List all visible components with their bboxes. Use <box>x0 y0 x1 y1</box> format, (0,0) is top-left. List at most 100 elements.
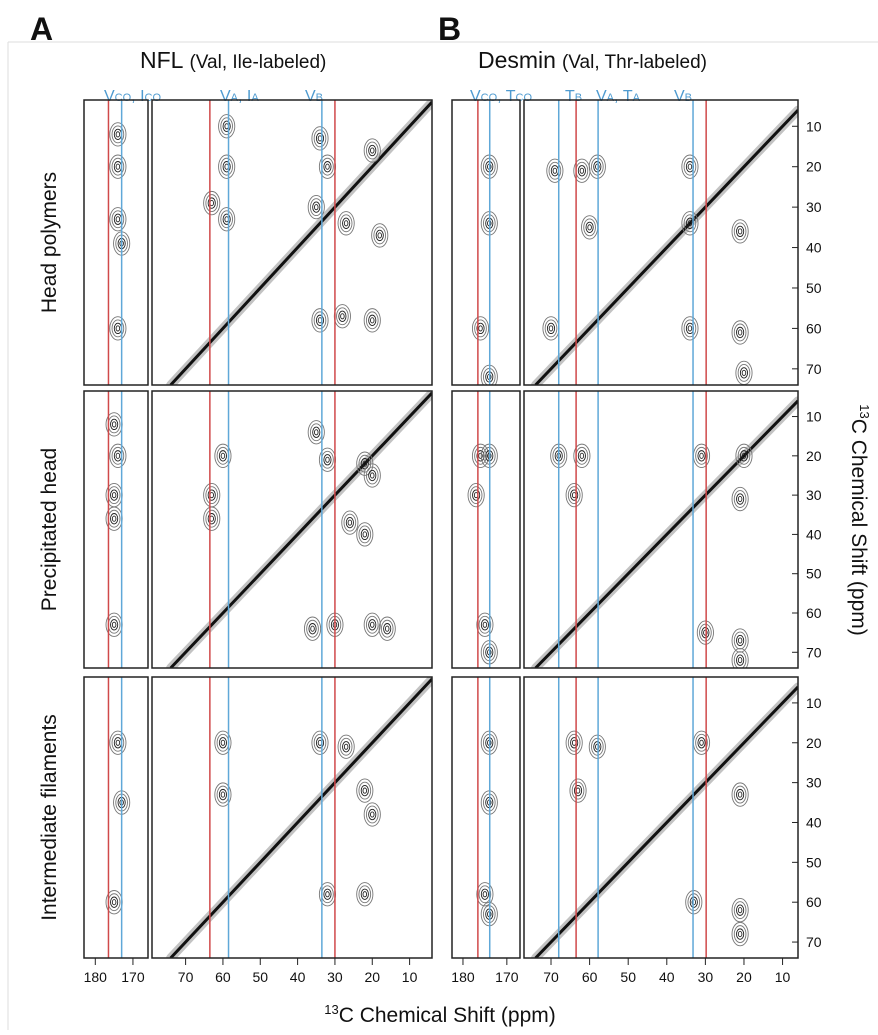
x-tick-label: 30 <box>698 969 714 985</box>
peak <box>337 734 355 759</box>
contour <box>347 519 353 526</box>
contour <box>222 161 231 173</box>
panel <box>166 391 432 668</box>
peak <box>341 510 359 535</box>
contour <box>343 513 357 532</box>
contour <box>110 619 119 631</box>
x-tick-label: 60 <box>582 969 598 985</box>
contour <box>570 737 579 749</box>
contour <box>325 891 330 898</box>
contour <box>360 784 369 797</box>
peak <box>109 316 127 341</box>
contour <box>583 218 596 237</box>
panel <box>471 154 498 385</box>
contour <box>341 510 359 535</box>
contour <box>370 147 375 154</box>
peak <box>731 647 749 668</box>
y-tick-label: 50 <box>806 854 822 870</box>
contour <box>579 452 585 459</box>
y-axis-label: 13C Chemical Shift (ppm) <box>847 404 872 636</box>
contour <box>731 898 749 923</box>
peak <box>731 628 749 653</box>
panel <box>476 730 498 927</box>
contour <box>363 802 381 827</box>
x-tick-label: 20 <box>364 969 380 985</box>
contour <box>307 194 325 220</box>
contour <box>480 888 489 900</box>
contour <box>315 132 325 145</box>
contour <box>731 782 749 807</box>
contour <box>567 486 581 505</box>
y-tick-label: 10 <box>806 118 822 134</box>
line-label: Vα, Iα <box>220 88 259 105</box>
title: Desmin <box>478 47 556 73</box>
contour <box>370 317 375 324</box>
contour <box>731 320 749 345</box>
peak <box>356 778 374 803</box>
contour <box>109 154 127 179</box>
y-tick-label: 70 <box>806 934 822 950</box>
label: C Chemical Shift (ppm) <box>847 419 870 636</box>
contour <box>695 733 708 752</box>
contour <box>737 495 743 503</box>
contour <box>699 623 712 642</box>
peak <box>692 443 711 468</box>
panel-frame <box>523 99 799 386</box>
contour <box>368 808 377 821</box>
contour <box>731 628 749 653</box>
peak <box>109 207 127 232</box>
peak <box>333 304 351 329</box>
contour <box>371 223 389 248</box>
contour <box>107 615 121 634</box>
contour <box>731 219 749 244</box>
panel-frame <box>451 676 521 959</box>
contour <box>476 612 494 637</box>
contour <box>220 791 226 798</box>
title: NFL <box>140 47 184 73</box>
peak <box>218 114 236 139</box>
y-tick-label: 20 <box>806 159 822 175</box>
y-tick-label: 10 <box>806 409 822 425</box>
contour <box>478 452 483 459</box>
contour <box>733 490 747 508</box>
contour <box>205 194 219 212</box>
y-tick-label: 60 <box>806 320 822 336</box>
contour <box>111 492 117 499</box>
contour <box>323 161 332 173</box>
y-tick-label: 40 <box>806 814 822 830</box>
contour <box>575 446 589 465</box>
contour <box>588 734 606 759</box>
contour <box>365 615 379 634</box>
peak <box>588 734 606 759</box>
contour <box>737 657 743 664</box>
row-label: Head polymers <box>38 172 61 313</box>
panel-title: Desmin (Val, Thr-labeled) <box>478 47 707 73</box>
contour <box>699 739 704 746</box>
contour <box>593 741 602 753</box>
peak <box>685 890 703 915</box>
contour <box>306 619 319 638</box>
contour <box>733 631 747 650</box>
sup: 13 <box>857 404 872 418</box>
contour <box>313 311 327 330</box>
contour <box>737 363 751 382</box>
contour <box>115 216 121 223</box>
contour <box>207 197 216 209</box>
contour <box>548 325 554 332</box>
row-label: Intermediate filaments <box>38 714 61 921</box>
peak <box>109 154 127 179</box>
contour <box>548 161 562 180</box>
x-tick-label: 10 <box>402 969 418 985</box>
contour <box>113 128 122 141</box>
peak <box>565 482 583 508</box>
peak <box>214 443 232 468</box>
contour <box>362 460 368 467</box>
diagonal-core <box>169 677 432 958</box>
contour <box>111 421 117 428</box>
contour <box>469 486 483 505</box>
contour <box>312 201 321 213</box>
contour <box>373 226 387 245</box>
contour <box>736 654 745 666</box>
contour <box>314 204 319 211</box>
contour <box>736 493 745 505</box>
